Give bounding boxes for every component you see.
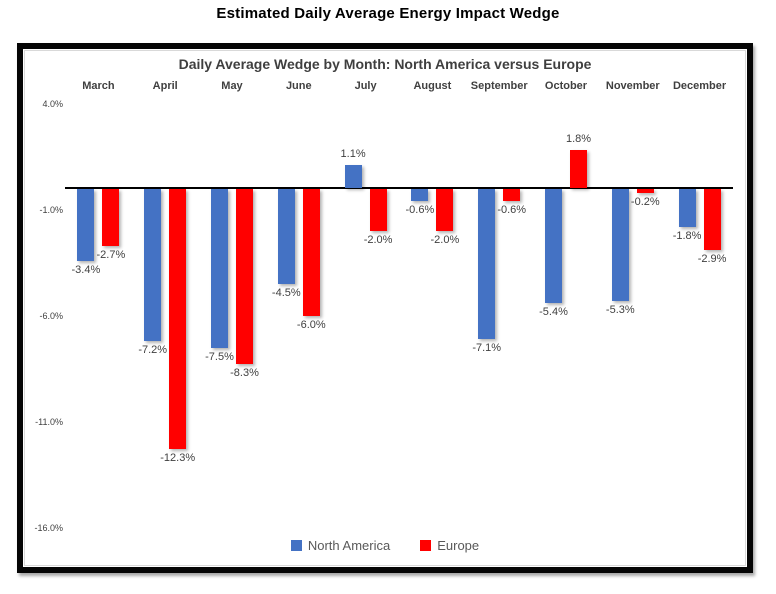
bar-north-america-september xyxy=(478,188,496,340)
month-label-july: July xyxy=(354,80,377,92)
bar-europe-may xyxy=(236,188,253,365)
data-label-europe-november: -0.2% xyxy=(630,195,660,208)
legend-item-europe: Europe xyxy=(420,538,479,553)
bar-north-america-may xyxy=(211,188,228,348)
data-label-europe-august: -2.0% xyxy=(430,233,460,246)
bar-europe-november xyxy=(636,188,654,193)
data-label-north-america-september: -7.1% xyxy=(472,342,502,355)
data-label-north-america-march: -3.4% xyxy=(71,263,101,276)
data-label-europe-october: 1.8% xyxy=(565,133,592,146)
bar-europe-march xyxy=(102,188,120,246)
y-axis-tick--6-0-: -6.0% xyxy=(39,310,63,321)
legend-swatch-icon xyxy=(290,540,302,551)
bar-north-america-october xyxy=(545,188,562,303)
data-label-north-america-november: -5.3% xyxy=(605,303,635,316)
page-title: Estimated Daily Average Energy Impact We… xyxy=(216,5,560,22)
month-label-november: November xyxy=(605,80,660,92)
y-axis-tick-4-0-: 4.0% xyxy=(42,98,63,109)
data-label-europe-december: -2.9% xyxy=(697,252,727,265)
month-label-may: May xyxy=(221,80,243,92)
month-label-september: September xyxy=(470,80,528,92)
y-axis-tick--11-0-: -11.0% xyxy=(35,416,63,427)
month-label-august: August xyxy=(413,80,452,92)
legend-item-north-america: North America xyxy=(290,538,391,553)
legend-swatch-icon xyxy=(420,540,432,551)
month-label-december: December xyxy=(672,80,727,92)
data-label-europe-may: -8.3% xyxy=(230,367,259,380)
y-axis-tick--16-0-: -16.0% xyxy=(34,522,63,533)
month-label-march: March xyxy=(82,80,115,92)
data-label-north-america-april: -7.2% xyxy=(138,344,168,357)
legend-label: North America xyxy=(307,538,391,553)
data-label-europe-june: -6.0% xyxy=(296,318,326,331)
bar-europe-june xyxy=(302,188,320,316)
bar-europe-october xyxy=(570,150,587,189)
data-label-europe-july: -2.0% xyxy=(363,233,393,246)
bar-europe-december xyxy=(703,188,721,250)
bar-europe-august xyxy=(436,188,454,231)
month-label-april: April xyxy=(152,80,178,92)
chart-panel: Daily Average Wedge by Month: North Amer… xyxy=(17,43,753,573)
bar-europe-july xyxy=(369,188,387,231)
x-axis-line xyxy=(65,187,733,189)
data-label-north-america-august: -0.6% xyxy=(405,204,435,217)
legend: North America Europe xyxy=(23,538,747,553)
data-label-north-america-october: -5.4% xyxy=(539,305,568,318)
bar-north-america-august xyxy=(411,188,429,202)
data-label-europe-april: -12.3% xyxy=(160,452,196,465)
data-label-north-america-june: -4.5% xyxy=(271,286,301,299)
y-axis-tick--1-0-: -1.0% xyxy=(39,204,63,215)
bar-north-america-july xyxy=(344,165,362,189)
data-label-europe-september: -0.6% xyxy=(497,204,527,217)
data-label-north-america-july: 1.1% xyxy=(340,148,366,161)
data-label-north-america-december: -1.8% xyxy=(672,229,702,242)
bar-north-america-april xyxy=(144,188,162,342)
month-label-june: June xyxy=(285,80,312,92)
bar-europe-april xyxy=(169,188,187,450)
bar-north-america-march xyxy=(77,188,95,261)
month-label-october: October xyxy=(544,80,588,92)
legend-label: Europe xyxy=(437,538,480,553)
bar-north-america-november xyxy=(611,188,629,301)
bar-europe-september xyxy=(503,188,521,202)
data-label-north-america-may: -7.5% xyxy=(205,350,234,363)
bar-north-america-december xyxy=(678,188,696,227)
plot-area: 4.0% -1.0% -6.0% -11.0% -16.0% March -3.4% -2.7… xyxy=(23,49,747,567)
chart-title: Daily Average Wedge by Month: North Amer… xyxy=(178,56,592,72)
data-label-europe-march: -2.7% xyxy=(96,248,126,261)
bar-north-america-june xyxy=(277,188,295,284)
